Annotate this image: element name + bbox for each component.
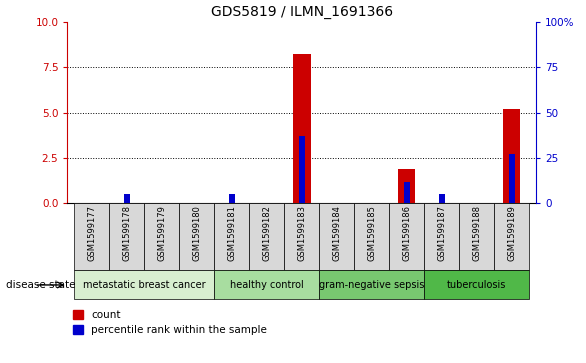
Text: GSM1599180: GSM1599180	[192, 205, 202, 261]
Text: GSM1599182: GSM1599182	[263, 205, 271, 261]
FancyBboxPatch shape	[110, 203, 144, 270]
FancyBboxPatch shape	[144, 203, 179, 270]
FancyBboxPatch shape	[249, 203, 284, 270]
Bar	[503, 109, 520, 203]
Text: GSM1599179: GSM1599179	[158, 205, 166, 261]
FancyBboxPatch shape	[214, 270, 319, 299]
FancyBboxPatch shape	[179, 203, 214, 270]
Text: GSM1599177: GSM1599177	[87, 205, 96, 261]
FancyBboxPatch shape	[389, 203, 424, 270]
Bar	[124, 194, 130, 203]
Text: GSM1599186: GSM1599186	[402, 205, 411, 261]
Bar	[293, 54, 311, 203]
Text: GSM1599189: GSM1599189	[507, 205, 516, 261]
Text: GSM1599187: GSM1599187	[437, 205, 446, 261]
FancyBboxPatch shape	[214, 203, 249, 270]
Bar	[404, 182, 410, 203]
Bar	[299, 136, 305, 203]
Text: GSM1599185: GSM1599185	[367, 205, 376, 261]
FancyBboxPatch shape	[319, 203, 355, 270]
FancyBboxPatch shape	[424, 270, 529, 299]
Text: GSM1599188: GSM1599188	[472, 205, 481, 261]
Bar	[398, 169, 415, 203]
Bar	[438, 194, 445, 203]
Text: gram-negative sepsis: gram-negative sepsis	[319, 280, 424, 290]
Text: tuberculosis: tuberculosis	[447, 280, 506, 290]
Text: healthy control: healthy control	[230, 280, 304, 290]
Legend: count, percentile rank within the sample: count, percentile rank within the sample	[73, 310, 267, 335]
FancyBboxPatch shape	[424, 203, 459, 270]
FancyBboxPatch shape	[355, 203, 389, 270]
FancyBboxPatch shape	[74, 270, 214, 299]
Text: GSM1599184: GSM1599184	[332, 205, 341, 261]
Title: GDS5819 / ILMN_1691366: GDS5819 / ILMN_1691366	[211, 5, 393, 19]
Text: GSM1599181: GSM1599181	[227, 205, 236, 261]
Text: GSM1599178: GSM1599178	[122, 205, 131, 261]
FancyBboxPatch shape	[494, 203, 529, 270]
FancyBboxPatch shape	[284, 203, 319, 270]
Text: disease state: disease state	[6, 280, 76, 290]
FancyBboxPatch shape	[459, 203, 494, 270]
FancyBboxPatch shape	[319, 270, 424, 299]
FancyBboxPatch shape	[74, 203, 110, 270]
Text: metastatic breast cancer: metastatic breast cancer	[83, 280, 206, 290]
Bar	[509, 154, 515, 203]
Text: GSM1599183: GSM1599183	[297, 205, 306, 261]
Bar	[229, 194, 235, 203]
